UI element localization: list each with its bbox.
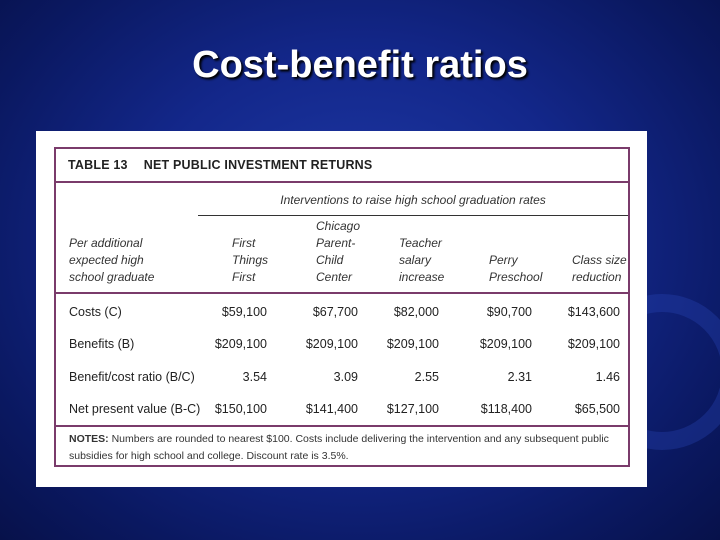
table-cell: $90,700 (486, 305, 532, 319)
table-caption: TABLE 13 NET PUBLIC INVESTMENT RETURNS (56, 149, 628, 183)
table-image-card: TABLE 13 NET PUBLIC INVESTMENT RETURNS I… (36, 131, 647, 487)
table-cell: 2.55 (414, 370, 439, 384)
table-row: Net present value (B-C) $150,100 $141,40… (56, 395, 628, 425)
table-cell: 2.31 (507, 370, 532, 384)
table-cell: $141,400 (305, 402, 358, 416)
column-header-line: First (232, 270, 256, 284)
column-header-line: reduction (572, 270, 622, 284)
table-row: Costs (C) $59,100 $67,700 $82,000 $90,70… (56, 298, 628, 328)
table-cell: $118,400 (480, 402, 532, 416)
table-row: Benefits (B) $209,100 $209,100 $209,100 … (56, 330, 628, 360)
notes-divider (56, 425, 628, 427)
column-header-line: Parent- (316, 236, 356, 250)
table-row: Benefit/cost ratio (B/C) 3.54 3.09 2.55 … (56, 363, 628, 393)
header-divider (56, 292, 628, 294)
column-header-line: Class size (572, 253, 627, 267)
table-cell: $67,700 (312, 305, 358, 319)
table-cell: $143,600 (567, 305, 620, 319)
notes-text: Numbers are rounded to nearest $100. Cos… (69, 433, 609, 462)
table-cell: $209,100 (479, 337, 532, 351)
column-header-teacher-salary-increase: Teacher salary increase (399, 235, 444, 286)
table-cell: 3.09 (333, 370, 358, 384)
table-cell: $209,100 (305, 337, 358, 351)
row-label: Benefit/cost ratio (B/C) (69, 370, 195, 384)
table-cell: $59,100 (221, 305, 267, 319)
column-header-chicago-parent-child-center: Chicago Parent- Child Center (316, 218, 360, 286)
row-header-line: expected high (69, 253, 144, 267)
row-label: Benefits (B) (69, 337, 135, 351)
column-header-line: salary (399, 253, 432, 267)
column-header-line: Preschool (489, 270, 543, 284)
column-header-line: Chicago (316, 219, 361, 233)
column-header-line: First (232, 236, 256, 250)
row-label: Net present value (B-C) (69, 402, 201, 416)
row-header: Per additional expected high school grad… (69, 235, 154, 286)
interventions-heading: Interventions to raise high school gradu… (198, 185, 628, 216)
table-cell: $65,500 (574, 402, 620, 416)
table-cell: 3.54 (242, 370, 267, 384)
column-header-line: Things (232, 253, 269, 267)
column-header-line: Teacher (399, 236, 442, 250)
table-cell: $209,100 (214, 337, 267, 351)
column-header-line: Perry (489, 253, 518, 267)
table-cell: $127,100 (386, 402, 439, 416)
row-header-line: Per additional (69, 236, 143, 250)
column-header-line: Center (316, 270, 353, 284)
table-cell: $209,100 (386, 337, 439, 351)
data-table: TABLE 13 NET PUBLIC INVESTMENT RETURNS I… (54, 147, 630, 467)
table-number: TABLE 13 (68, 158, 128, 172)
column-header-perry-preschool: Perry Preschool (489, 252, 542, 286)
table-title: NET PUBLIC INVESTMENT RETURNS (143, 158, 373, 172)
table-cell: $209,100 (567, 337, 620, 351)
row-header-line: school graduate (69, 270, 155, 284)
column-header-line: increase (399, 270, 445, 284)
slide-title: Cost-benefit ratios (192, 44, 528, 86)
column-header-class-size-reduction: Class size reduction (572, 252, 627, 286)
table-cell: 1.46 (595, 370, 620, 384)
table-cell: $82,000 (393, 305, 439, 319)
column-header-first-things-first: First Things First (232, 235, 268, 286)
row-label: Costs (C) (69, 305, 122, 319)
notes-label: NOTES: (69, 433, 109, 445)
table-cell: $150,100 (214, 402, 267, 416)
table-notes: NOTES: Numbers are rounded to nearest $1… (69, 431, 621, 465)
column-header-line: Child (316, 253, 344, 267)
